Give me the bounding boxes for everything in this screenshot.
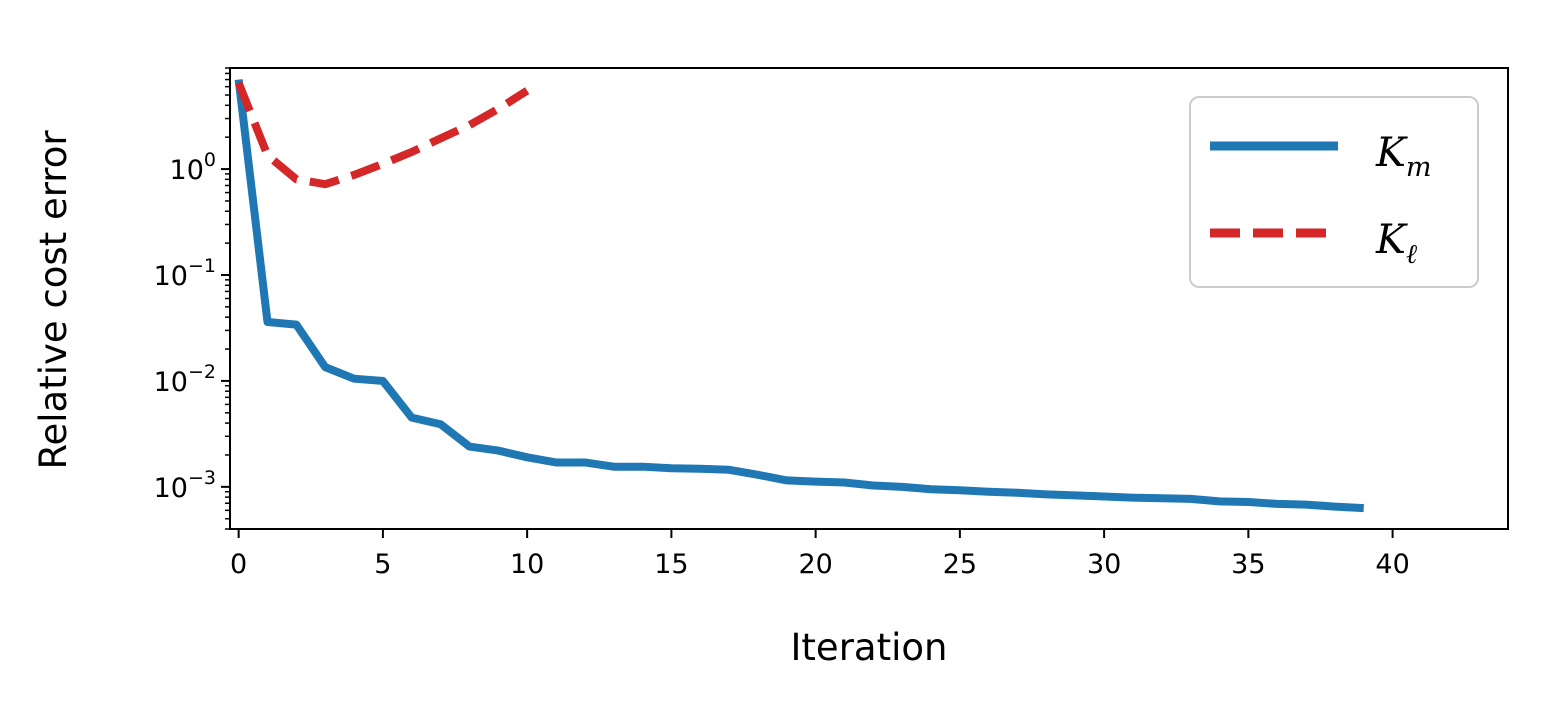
series-layer — [234, 79, 1364, 513]
x-tick-label: 25 — [943, 549, 977, 580]
legend-label-km: Km — [1375, 130, 1432, 183]
y-tick-label: 10−3 — [154, 467, 216, 504]
y-axis-ticks: 100 10−1 10−2 10−3 — [154, 149, 230, 504]
x-tick-label: 30 — [1087, 549, 1121, 580]
series-line-km — [234, 79, 1364, 513]
x-tick-label: 35 — [1231, 549, 1265, 580]
legend: Km Kℓ — [1189, 96, 1479, 288]
legend-box — [1189, 96, 1479, 288]
y-axis-label: Relative cost error — [32, 130, 75, 470]
legend-label-kl-sub: ℓ — [1406, 239, 1418, 270]
legend-label-kl: Kℓ — [1375, 217, 1418, 270]
x-tick-label: 15 — [654, 549, 688, 580]
x-axis-ticks: 0 5 10 15 20 25 30 35 40 — [230, 529, 1410, 580]
x-tick-label: 20 — [798, 549, 832, 580]
legend-label-kl-main: K — [1375, 217, 1408, 263]
x-tick-label: 40 — [1375, 549, 1409, 580]
x-tick-label: 5 — [374, 549, 391, 580]
legend-label-km-sub: m — [1406, 152, 1432, 183]
series-line-kl — [234, 81, 530, 189]
x-axis-label: Iteration — [791, 626, 948, 669]
x-tick-label: 0 — [230, 549, 247, 580]
legend-label-km-main: K — [1375, 130, 1408, 176]
y-tick-label: 10−1 — [154, 255, 216, 292]
y-tick-label: 10−2 — [154, 361, 216, 398]
plot-frame — [229, 67, 1509, 530]
x-tick-label: 10 — [510, 549, 544, 580]
y-tick-label: 100 — [170, 149, 216, 186]
